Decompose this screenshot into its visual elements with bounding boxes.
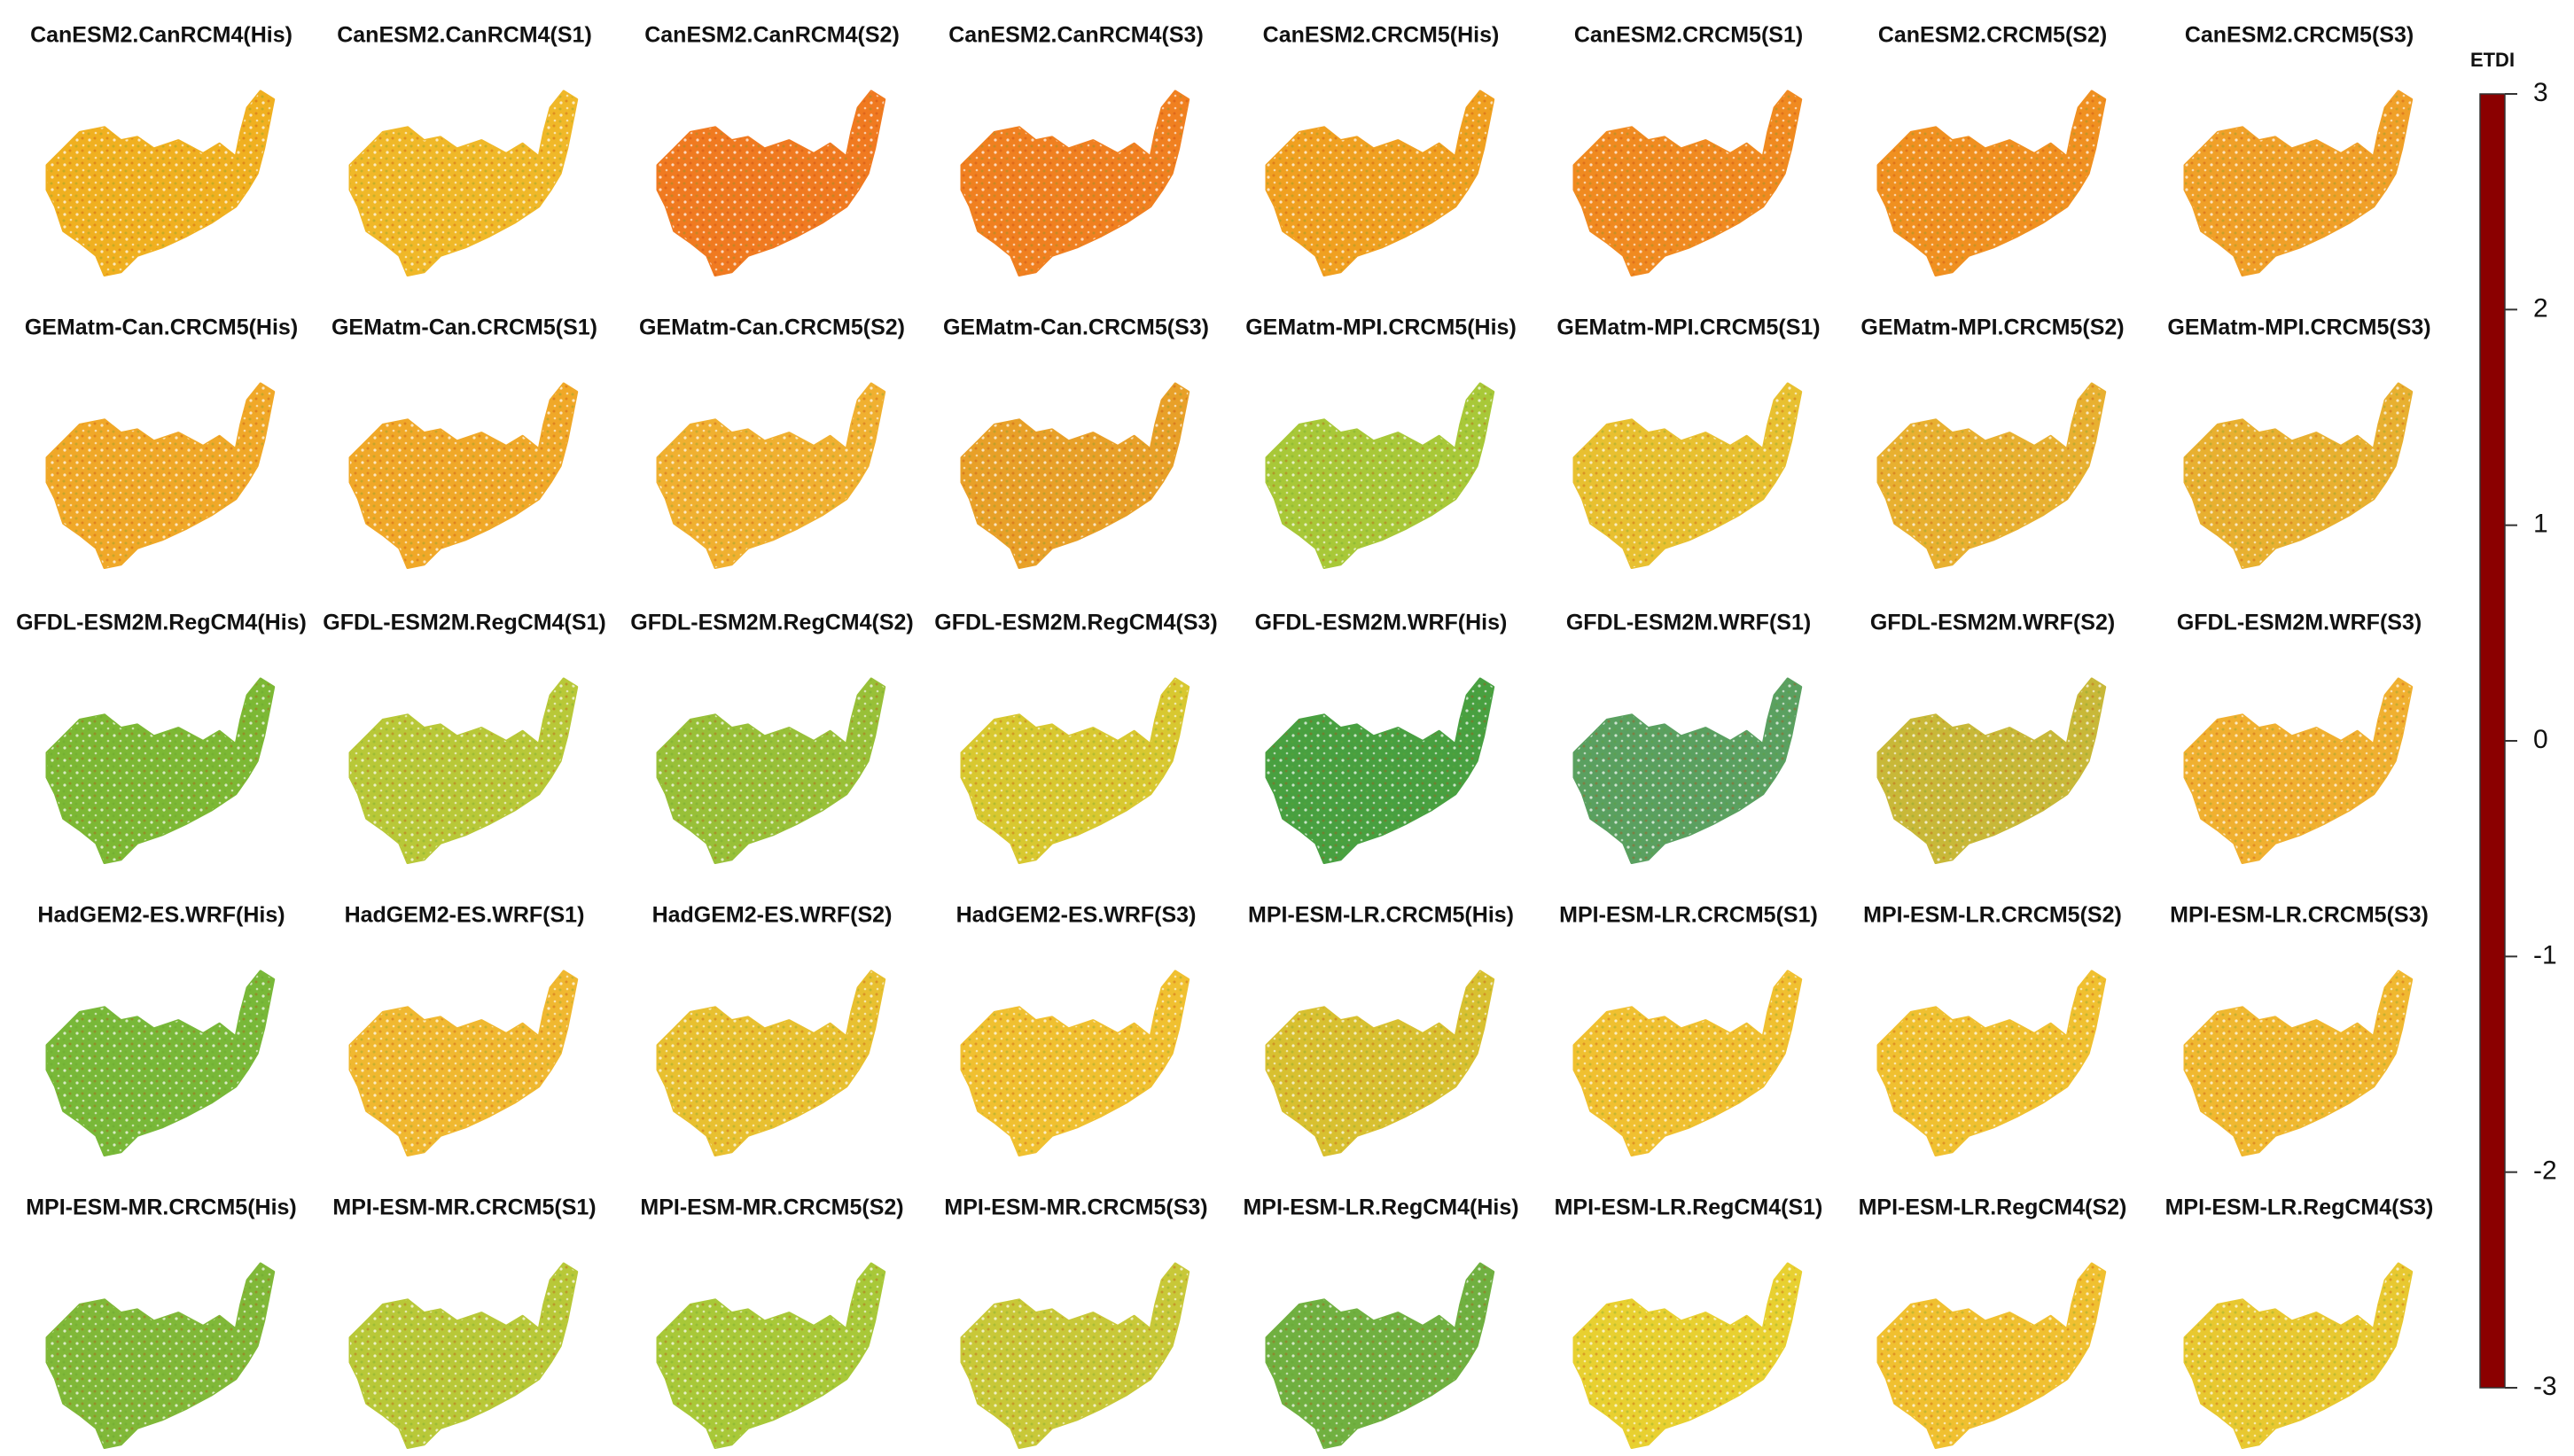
map-texture [1878,384,2105,568]
map-texture [962,91,1189,276]
panel-title: MPI-ESM-LR.RegCM4(S2) [1859,1195,2127,1220]
panel-title: GFDL-ESM2M.RegCM4(S1) [323,611,605,635]
map-texture [658,91,885,276]
panel-title: MPI-ESM-LR.CRCM5(His) [1248,903,1514,928]
panel-title: MPI-ESM-MR.CRCM5(S1) [332,1195,596,1220]
panel-title: MPI-ESM-MR.CRCM5(His) [26,1195,297,1220]
colorbar-tick-label: 1 [2533,510,2548,539]
map-texture [1574,1264,1801,1448]
map-texture [350,1264,577,1448]
panel-title: CanESM2.CanRCM4(His) [30,23,292,48]
map-texture [658,384,885,568]
panel-title: CanESM2.CRCM5(S1) [1574,23,1803,48]
map-texture [1574,971,1801,1156]
map-texture [47,1264,274,1448]
map-texture [1267,1264,1494,1448]
map-texture [1267,971,1494,1156]
panel-title: MPI-ESM-LR.RegCM4(His) [1243,1195,1518,1220]
panel-title: GEMatm-MPI.CRCM5(S3) [2167,315,2430,340]
colorbar-tick-label: -1 [2533,940,2557,969]
map-texture [47,679,274,863]
panel-title: GEMatm-MPI.CRCM5(S2) [1860,315,2124,340]
map-texture [962,384,1189,568]
panel-title: GEMatm-Can.CRCM5(S3) [943,315,1209,340]
panel-title: GFDL-ESM2M.WRF(S3) [2177,611,2422,635]
colorbar-title: ETDI [2470,49,2515,71]
panel-title: MPI-ESM-LR.RegCM4(S3) [2165,1195,2434,1220]
panel-title: GEMatm-Can.CRCM5(S2) [639,315,905,340]
map-texture [1574,384,1801,568]
map-texture [1878,91,2105,276]
map-texture [2185,679,2412,863]
panel-grid: CanESM2.CanRCM4(His) CanESM2.CanRCM4(S1) C… [16,23,2434,1449]
panel-title: CanESM2.CRCM5(His) [1263,23,1500,48]
map-texture [962,679,1189,863]
panel-title: HadGEM2-ES.WRF(S2) [652,903,893,928]
colorbar-tick-label: -2 [2533,1156,2557,1186]
panel-title: MPI-ESM-LR.RegCM4(S1) [1555,1195,1823,1220]
map-texture [1574,91,1801,276]
map-texture [1878,1264,2105,1448]
map-texture [2185,91,2412,276]
map-texture [2185,1264,2412,1448]
panel-title: HadGEM2-ES.WRF(S1) [345,903,585,928]
map-texture [1878,679,2105,863]
panel-title: GFDL-ESM2M.WRF(His) [1255,611,1508,635]
map-texture [1574,679,1801,863]
panel-title: MPI-ESM-LR.CRCM5(S3) [2170,903,2429,928]
panel-title: GEMatm-MPI.CRCM5(S1) [1556,315,1820,340]
map-texture [2185,971,2412,1156]
map-texture [47,971,274,1156]
panel-title: GFDL-ESM2M.RegCM4(His) [16,611,307,635]
panel-title: CanESM2.CanRCM4(S3) [948,23,1204,48]
map-texture [962,1264,1189,1448]
map-texture [1878,971,2105,1156]
map-texture [350,384,577,568]
panel-title: GEMatm-Can.CRCM5(His) [25,315,298,340]
panel-title: CanESM2.CanRCM4(S1) [337,23,592,48]
colorbar-bar [2479,93,2506,1389]
panel-title: GFDL-ESM2M.RegCM4(S2) [630,611,913,635]
map-texture [1267,384,1494,568]
map-texture [1267,679,1494,863]
panel-title: GFDL-ESM2M.WRF(S1) [1566,611,1811,635]
colorbar: ETDI 3 2 1 0 -1 -2 -3 [2470,49,2557,1401]
panel-title: HadGEM2-ES.WRF(S3) [956,903,1197,928]
map-texture [962,971,1189,1156]
map-texture [2185,384,2412,568]
panel-title: CanESM2.CanRCM4(S2) [644,23,900,48]
panel-title: MPI-ESM-LR.CRCM5(S1) [1559,903,1818,928]
map-texture [47,384,274,568]
panel-title: MPI-ESM-LR.CRCM5(S2) [1863,903,2122,928]
panel-title: MPI-ESM-MR.CRCM5(S2) [640,1195,903,1220]
colorbar-tick-label: 3 [2533,78,2548,107]
panel-title: CanESM2.CRCM5(S3) [2185,23,2414,48]
panel-title: GFDL-ESM2M.WRF(S2) [1870,611,2115,635]
map-texture [658,1264,885,1448]
map-texture [658,971,885,1156]
colorbar-tick-label: 0 [2533,725,2548,754]
map-texture [350,971,577,1156]
map-texture [1267,91,1494,276]
panel-title: MPI-ESM-MR.CRCM5(S3) [944,1195,1207,1220]
panel-title: GFDL-ESM2M.RegCM4(S3) [934,611,1217,635]
map-texture [658,679,885,863]
map-texture [47,91,274,276]
panel-title: HadGEM2-ES.WRF(His) [37,903,285,928]
map-texture [350,679,577,863]
colorbar-tick-label: -3 [2533,1372,2557,1401]
panel-title: GEMatm-Can.CRCM5(S1) [332,315,597,340]
panel-title: CanESM2.CRCM5(S2) [1878,23,2107,48]
colorbar-tick-label: 2 [2533,293,2548,323]
map-texture [350,91,577,276]
panel-title: GEMatm-MPI.CRCM5(His) [1245,315,1517,340]
